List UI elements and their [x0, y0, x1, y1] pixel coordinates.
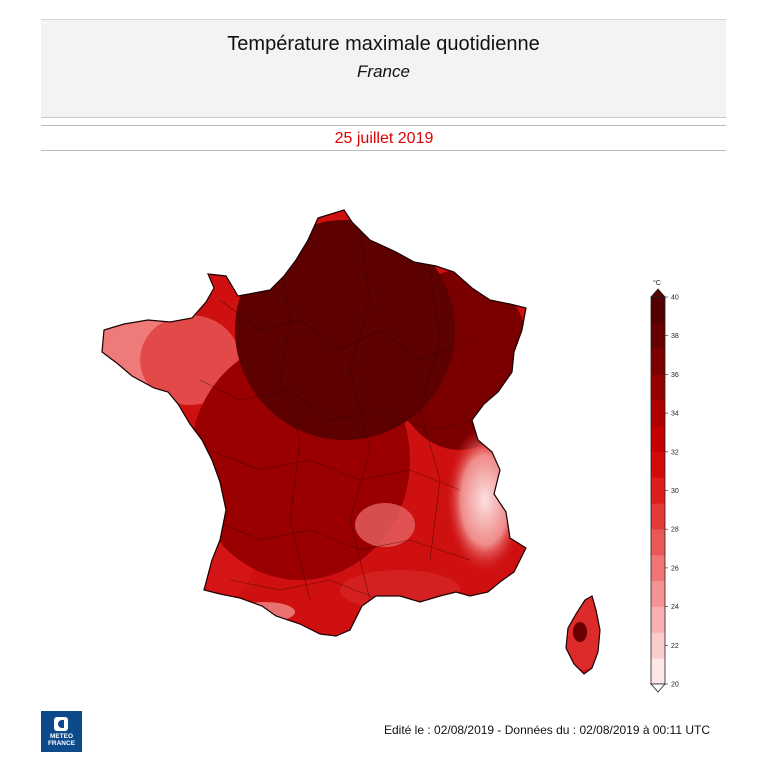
footer-edit-info: Edité le : 02/08/2019 - Données du : 02/…: [384, 723, 711, 737]
colorbar-tick-label: 24: [671, 604, 679, 611]
colorbar-segment: [651, 477, 665, 504]
colorbar-tick-label: 22: [671, 643, 679, 650]
department-borders: [199, 229, 481, 601]
map-title: Température maximale quotidienne: [227, 33, 540, 55]
zone-corsica-inland: [573, 622, 587, 642]
colorbar-segment: [651, 632, 665, 659]
colorbar-segment: [651, 348, 665, 375]
colorbar-segment: [651, 322, 665, 349]
colorbar-segment: [651, 658, 665, 685]
colorbar-tick-label: 30: [671, 488, 679, 495]
colorbar-segment: [651, 297, 665, 324]
colorbar-tick-label: 40: [671, 295, 679, 302]
colorbar-tick-label: 38: [671, 333, 679, 340]
colorbar-segment: [651, 451, 665, 478]
zone-brittany-east: [140, 315, 240, 405]
meteo-france-logo: METEO FRANCE: [41, 711, 82, 752]
divider-bottom: [41, 150, 726, 151]
colorbar-segment: [651, 580, 665, 607]
colorbar-tick-label: 28: [671, 527, 679, 534]
colorbar-segment: [651, 503, 665, 530]
map-subtitle: France: [357, 62, 410, 81]
colorbar-bottom-arrow: [650, 683, 666, 693]
colorbar-segment: [651, 374, 665, 401]
colorbar-tick-label: 26: [671, 565, 679, 572]
title-panel: Température maximale quotidienne France: [41, 19, 726, 118]
logo-icon: [54, 717, 68, 731]
colorbar-segment: [651, 400, 665, 427]
divider-top: [41, 125, 726, 126]
colorbar-top-arrow: [650, 288, 666, 298]
zone-alps: [445, 425, 525, 575]
logo-line2: FRANCE: [47, 740, 76, 747]
temperature-zones: [102, 210, 600, 674]
colorbar-segment: [651, 606, 665, 633]
colorbar: 20 22 24 26 28 30 32 34 36 38 40 °C: [650, 279, 679, 693]
map-date: 25 juillet 2019: [334, 130, 434, 147]
colorbar-segment: [651, 529, 665, 556]
zone-north-paris-basin: [235, 220, 455, 440]
colorbar-tick-label: 36: [671, 372, 679, 379]
logo-line1: METEO: [49, 733, 74, 740]
colorbar-tick-label: 34: [671, 411, 679, 418]
colorbar-tick-label: 20: [671, 682, 679, 689]
colorbar-tick-label: 32: [671, 449, 679, 456]
colorbar-segment: [651, 555, 665, 582]
colorbar-segment: [651, 426, 665, 453]
colorbar-unit: °C: [653, 279, 661, 287]
zone-massif-central: [355, 503, 415, 547]
zone-mediterranean: [340, 570, 460, 610]
